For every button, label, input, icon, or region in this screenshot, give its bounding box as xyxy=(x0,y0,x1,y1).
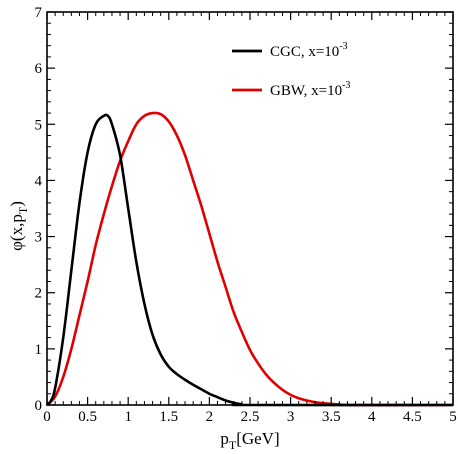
x-tick-label-3: 1.5 xyxy=(159,409,178,425)
legend-label-gbw: GBW, x=10-3 xyxy=(270,80,350,99)
x-tick-label-0: 0 xyxy=(43,409,51,425)
y-tick-label-5: 5 xyxy=(35,117,43,133)
y-tick-label-7: 7 xyxy=(35,5,43,21)
x-tick-label-1: 0.5 xyxy=(78,409,97,425)
series-line-cgc xyxy=(46,113,454,407)
x-tick-label-5: 2.5 xyxy=(241,409,260,425)
y-tick-label-0: 0 xyxy=(35,398,43,414)
x-tick-label-10: 5 xyxy=(449,409,457,425)
legend-label-cgc: CGC, x=10-3 xyxy=(270,41,348,60)
x-tick-label-8: 4 xyxy=(368,409,376,425)
y-tick-label-1: 1 xyxy=(35,342,43,358)
x-tick-label-6: 3 xyxy=(287,409,295,425)
y-tick-label-4: 4 xyxy=(35,173,43,189)
plot-frame xyxy=(46,11,454,406)
x-tick-label-2: 1 xyxy=(124,409,132,425)
series-line-gbw xyxy=(46,111,454,407)
ticks-layer: 0 0.5 1 1.5 2 2.5 3 3.5 4 4.5 5 0 1 2 3 4 5 6 7 xyxy=(35,5,457,425)
x-axis-label: pT[GeV] xyxy=(220,429,279,452)
y-tick-label-3: 3 xyxy=(35,230,43,246)
x-tick-label-4: 2 xyxy=(206,409,214,425)
y-axis-label: φ(x,pT) xyxy=(7,201,30,251)
y-tick-label-2: 2 xyxy=(35,286,43,302)
x-tick-label-7: 3.5 xyxy=(322,409,341,425)
x-tick-label-9: 4.5 xyxy=(403,409,422,425)
y-tick-label-6: 6 xyxy=(35,61,43,77)
legend: CGC, x=10-3 GBW, x=10-3 xyxy=(232,41,350,99)
series-layer xyxy=(46,111,454,407)
